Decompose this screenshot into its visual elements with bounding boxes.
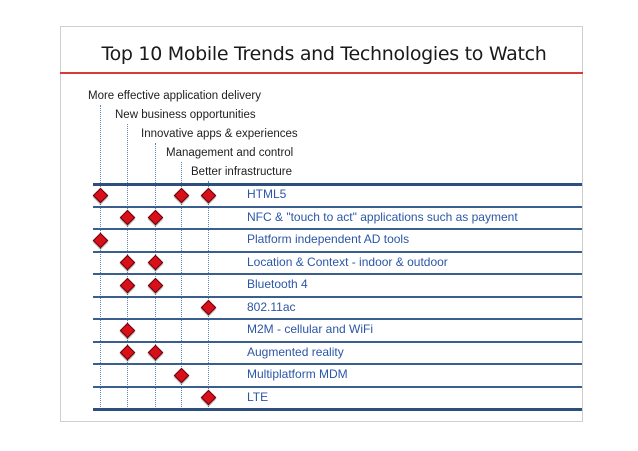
trend-label: Bluetooth 4	[247, 277, 308, 292]
slide-frame	[60, 26, 583, 422]
criterion-label: New business opportunities	[115, 109, 256, 121]
trend-label: Platform independent AD tools	[247, 232, 410, 247]
criterion-label: Innovative apps & experiences	[141, 128, 298, 140]
criterion-guide-line	[181, 162, 182, 409]
criterion-guide-line	[208, 181, 209, 409]
criterion-label: More effective application delivery	[88, 90, 262, 102]
trend-label: Augmented reality	[247, 344, 344, 359]
row-separator	[93, 183, 582, 186]
row-separator	[93, 385, 582, 388]
trend-label: LTE	[247, 389, 269, 404]
trend-label: Location & Context - indoor & outdoor	[247, 254, 448, 269]
criterion-guide-line	[100, 105, 101, 409]
row-separator	[93, 295, 582, 298]
row-separator	[93, 228, 582, 230]
trend-label: 802.11ac	[247, 299, 296, 314]
criterion-label: Better infrastructure	[191, 166, 292, 178]
trend-label: HTML5	[247, 187, 287, 202]
row-separator	[93, 340, 582, 343]
page-title: Top 10 Mobile Trends and Technologies to…	[101, 43, 547, 65]
row-separator	[93, 205, 582, 208]
trend-label: NFC & "touch to act" applications such a…	[247, 209, 518, 224]
row-separator	[93, 363, 582, 365]
criterion-label: Management and control	[166, 147, 294, 159]
row-separator	[93, 273, 582, 275]
row-separator	[93, 318, 582, 320]
trend-label: M2M - cellular and WiFi	[247, 322, 374, 337]
title-rule	[60, 72, 583, 74]
criterion-guide-line	[155, 143, 156, 409]
row-separator	[93, 250, 582, 253]
row-separator	[93, 408, 582, 411]
trend-label: Multiplatform MDM	[247, 367, 348, 382]
